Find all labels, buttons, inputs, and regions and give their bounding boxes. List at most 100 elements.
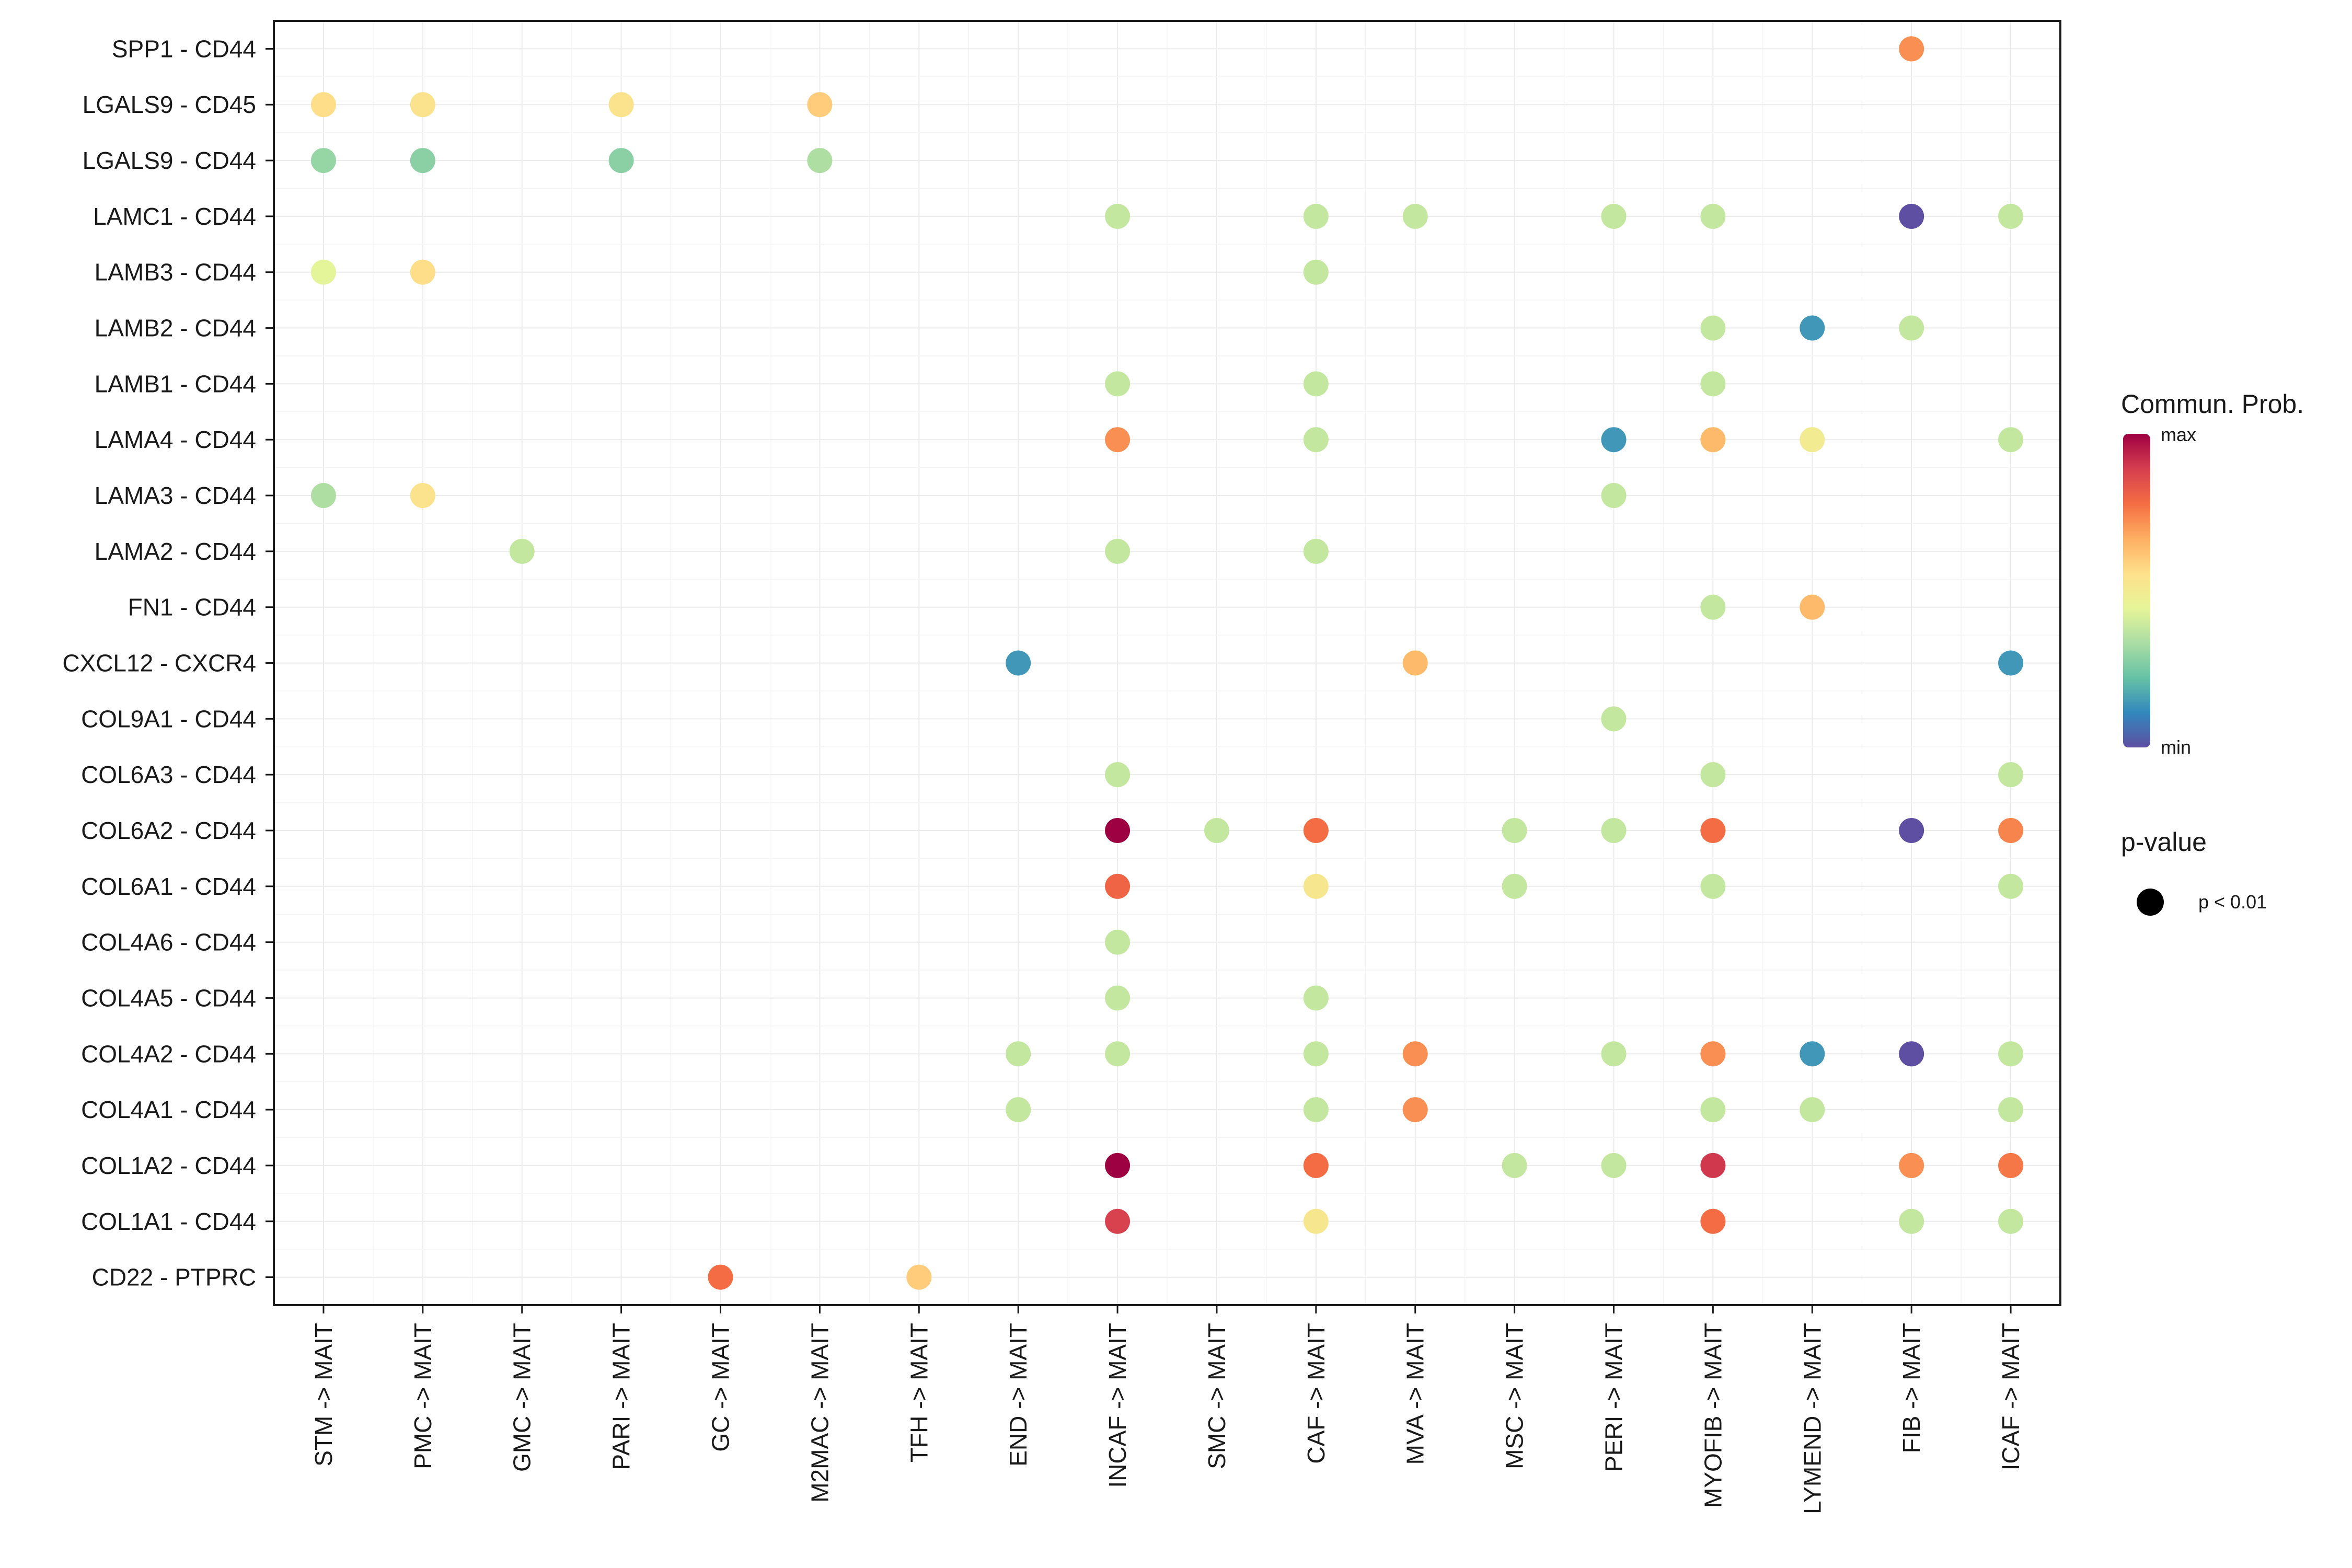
- dot-col4a5-cd44-incaf-mait: [1105, 985, 1131, 1011]
- dot-col1a2-cd44-incaf-mait: [1105, 1152, 1131, 1178]
- dot-col6a2-cd44-smc-mait: [1204, 817, 1229, 843]
- dot-col6a3-cd44-icaf-mait: [1998, 762, 2024, 788]
- dot-lama4-cd44-peri-mait: [1601, 427, 1627, 453]
- dot-cd22-ptprc-tfh-mait: [906, 1264, 932, 1290]
- dot-col1a2-cd44-caf-mait: [1303, 1152, 1329, 1178]
- dot-lama4-cd44-caf-mait: [1303, 427, 1329, 453]
- dot-lamc1-cd44-mva-mait: [1402, 203, 1428, 229]
- color-legend-min-label: min: [2161, 736, 2191, 758]
- dot-col1a2-cd44-myofib-mait: [1700, 1152, 1726, 1178]
- y-tick-label: COL1A1 - CD44: [81, 1208, 256, 1235]
- dot-lamc1-cd44-icaf-mait: [1998, 203, 2024, 229]
- dot-lamb1-cd44-incaf-mait: [1105, 371, 1131, 397]
- dot-lgals9-cd45-m2mac-mait: [807, 92, 833, 118]
- dot-lamb2-cd44-lymend-mait: [1800, 315, 1825, 341]
- dot-lgals9-cd44-stm-mait: [310, 148, 336, 174]
- dot-col6a1-cd44-incaf-mait: [1105, 873, 1131, 899]
- dot-lama4-cd44-myofib-mait: [1700, 427, 1726, 453]
- dot-lgals9-cd44-pari-mait: [608, 148, 634, 174]
- dot-cxcl12-cxcr4-end-mait: [1006, 650, 1031, 676]
- y-tick-label: COL4A5 - CD44: [81, 984, 256, 1011]
- y-tick-label: LAMA4 - CD44: [95, 426, 256, 453]
- x-tick-label: GC -> MAIT: [707, 1323, 734, 1452]
- dot-col6a2-cd44-fib-mait: [1899, 817, 1924, 843]
- dot-col6a3-cd44-incaf-mait: [1105, 762, 1131, 788]
- dot-col1a2-cd44-peri-mait: [1601, 1152, 1627, 1178]
- y-tick-label: COL1A2 - CD44: [81, 1152, 256, 1179]
- dot-lgals9-cd45-stm-mait: [310, 92, 336, 118]
- y-tick-label: COL4A1 - CD44: [81, 1096, 256, 1123]
- dot-lamc1-cd44-myofib-mait: [1700, 203, 1726, 229]
- dot-col4a2-cd44-mva-mait: [1402, 1041, 1428, 1067]
- dot-col4a2-cd44-peri-mait: [1601, 1041, 1627, 1067]
- dot-lamb3-cd44-stm-mait: [310, 259, 336, 285]
- color-bar: [2123, 434, 2150, 747]
- dot-col4a2-cd44-lymend-mait: [1800, 1041, 1825, 1067]
- dot-col1a1-cd44-myofib-mait: [1700, 1208, 1726, 1234]
- dot-col4a2-cd44-incaf-mait: [1105, 1041, 1131, 1067]
- y-tick-label: COL4A2 - CD44: [81, 1040, 256, 1067]
- dot-lamb2-cd44-fib-mait: [1899, 315, 1924, 341]
- y-tick-label: LAMB3 - CD44: [95, 259, 256, 286]
- dot-lama3-cd44-pmc-mait: [410, 483, 435, 509]
- dot-col6a2-cd44-myofib-mait: [1700, 817, 1726, 843]
- dot-lamb3-cd44-pmc-mait: [410, 259, 435, 285]
- x-tick-label: MSC -> MAIT: [1501, 1323, 1528, 1469]
- dot-lgals9-cd45-pari-mait: [608, 92, 634, 118]
- dot-lamc1-cd44-incaf-mait: [1105, 203, 1131, 229]
- dot-col6a2-cd44-caf-mait: [1303, 817, 1329, 843]
- color-legend: Commun. Prob. max min: [2121, 389, 2304, 758]
- dot-col4a2-cd44-fib-mait: [1899, 1041, 1924, 1067]
- x-tick-label: PARI -> MAIT: [608, 1323, 635, 1470]
- dot-lamb3-cd44-caf-mait: [1303, 259, 1329, 285]
- y-tick-label: COL6A2 - CD44: [81, 817, 256, 844]
- pvalue-legend: p-value p < 0.01: [2121, 827, 2267, 916]
- y-tick-label: CXCL12 - CXCR4: [62, 650, 256, 677]
- y-tick-label: COL9A1 - CD44: [81, 705, 256, 732]
- dot-cd22-ptprc-gc-mait: [708, 1264, 733, 1290]
- x-tick-label: GMC -> MAIT: [509, 1323, 536, 1472]
- y-axis-ticks: [266, 48, 274, 1278]
- dot-col4a1-cd44-caf-mait: [1303, 1097, 1329, 1123]
- dot-cxcl12-cxcr4-icaf-mait: [1998, 650, 2024, 676]
- dot-col1a1-cd44-icaf-mait: [1998, 1208, 2024, 1234]
- x-tick-label: MYOFIB -> MAIT: [1699, 1323, 1726, 1508]
- y-axis-labels: SPP1 - CD44 LGALS9 - CD45 LGALS9 - CD44 LAM…: [62, 35, 256, 1290]
- dot-lama2-cd44-incaf-mait: [1105, 538, 1131, 564]
- dot-col6a2-cd44-incaf-mait: [1105, 817, 1131, 843]
- dot-lama4-cd44-icaf-mait: [1998, 427, 2024, 453]
- x-tick-label: FIB -> MAIT: [1898, 1323, 1925, 1453]
- dot-col6a2-cd44-msc-mait: [1502, 817, 1527, 843]
- x-tick-label: PERI -> MAIT: [1600, 1323, 1628, 1472]
- y-tick-label: CD22 - PTPRC: [92, 1264, 256, 1291]
- dot-lamc1-cd44-caf-mait: [1303, 203, 1329, 229]
- x-tick-label: M2MAC -> MAIT: [806, 1323, 833, 1503]
- y-tick-label: LAMB2 - CD44: [95, 315, 256, 342]
- y-tick-label: LAMB1 - CD44: [95, 370, 256, 397]
- dot-col1a2-cd44-msc-mait: [1502, 1152, 1527, 1178]
- dot-col6a1-cd44-icaf-mait: [1998, 873, 2024, 899]
- dot-col4a1-cd44-icaf-mait: [1998, 1097, 2024, 1123]
- x-tick-label: CAF -> MAIT: [1302, 1323, 1330, 1464]
- dot-col6a1-cd44-msc-mait: [1502, 873, 1527, 899]
- dot-col1a1-cd44-incaf-mait: [1105, 1208, 1131, 1234]
- x-tick-label: TFH -> MAIT: [905, 1323, 932, 1462]
- dot-lamb1-cd44-myofib-mait: [1700, 371, 1726, 397]
- dot-col1a1-cd44-caf-mait: [1303, 1208, 1329, 1234]
- dot-col4a6-cd44-incaf-mait: [1105, 929, 1131, 955]
- dot-lama2-cd44-caf-mait: [1303, 538, 1329, 564]
- y-tick-label: LAMC1 - CD44: [93, 203, 256, 230]
- x-tick-label: INCAF -> MAIT: [1104, 1323, 1131, 1488]
- dot-spp1-cd44-fib-mait: [1899, 36, 1924, 62]
- x-tick-label: MVA -> MAIT: [1402, 1323, 1429, 1465]
- dot-col1a2-cd44-icaf-mait: [1998, 1152, 2024, 1178]
- x-axis-ticks: [322, 1305, 2012, 1313]
- pvalue-legend-label: p < 0.01: [2198, 891, 2267, 913]
- dot-col4a2-cd44-end-mait: [1006, 1041, 1031, 1067]
- y-tick-label: FN1 - CD44: [128, 594, 256, 621]
- y-tick-label: LGALS9 - CD44: [83, 147, 256, 174]
- x-tick-label: LYMEND -> MAIT: [1798, 1323, 1826, 1514]
- x-tick-label: END -> MAIT: [1005, 1323, 1032, 1467]
- dot-lama4-cd44-incaf-mait: [1105, 427, 1131, 453]
